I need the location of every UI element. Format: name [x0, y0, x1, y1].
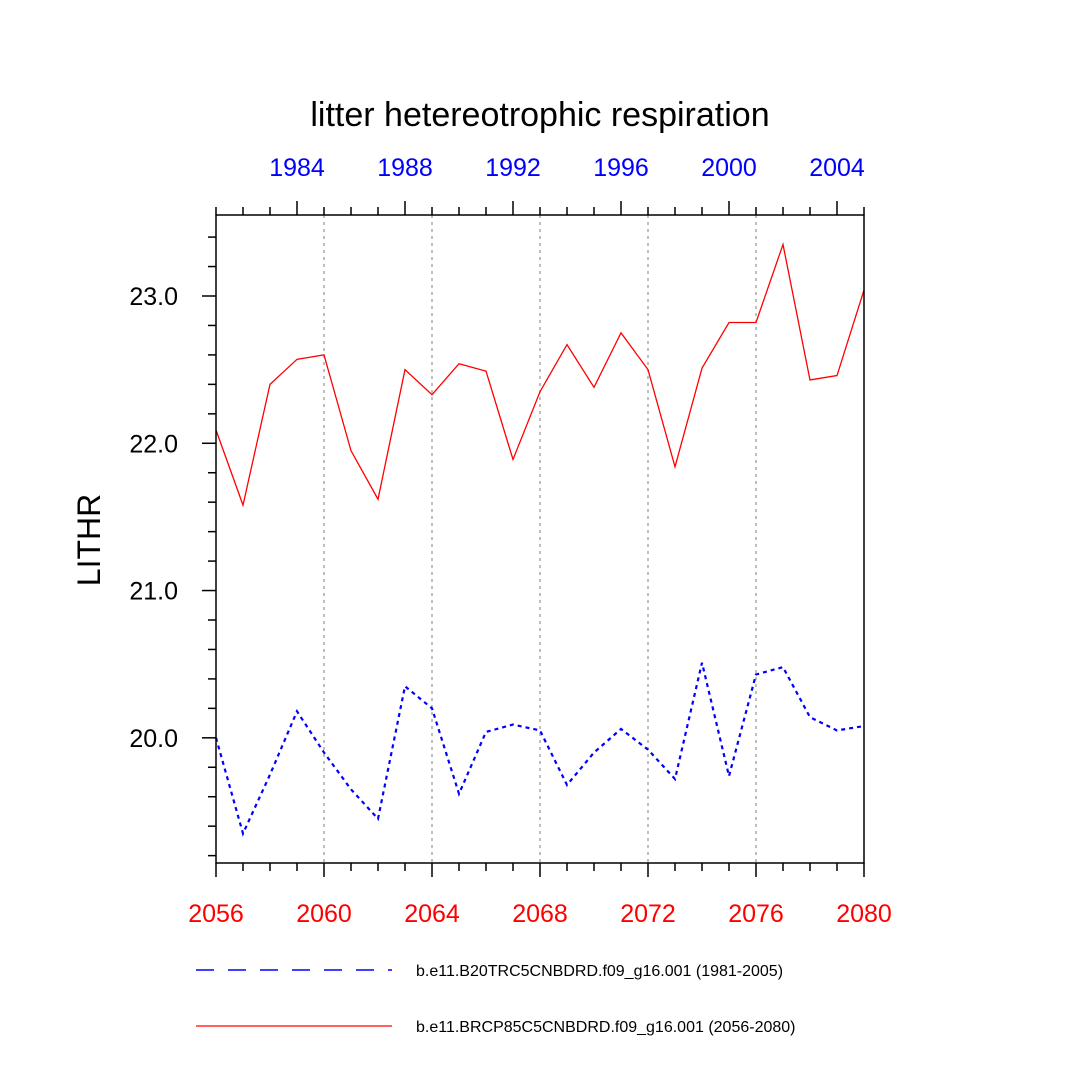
x-bottom-tick-label: 2056	[188, 900, 244, 928]
chart-title: litter hetereotrophic respiration	[310, 96, 769, 134]
x-top-tick-label: 2004	[809, 154, 865, 182]
x-top-tick-label: 2000	[701, 154, 757, 182]
x-bottom-tick-label: 2068	[512, 900, 568, 928]
x-bottom-tick-label: 2076	[728, 900, 784, 928]
y-axis-label: LITHR	[71, 494, 107, 586]
y-tick-label: 22.0	[129, 430, 178, 458]
axes: 2056 2060 2064 2068 2072 2076 2080 1984 1988 1992…	[129, 154, 891, 928]
x-bottom-tick-label: 2060	[296, 900, 352, 928]
grid-lines	[323, 215, 757, 863]
x-top-tick-label: 1988	[377, 154, 433, 182]
series-line-historical	[214, 662, 865, 837]
legend: b.e11.B20TRC5CNBDRD.f09_g16.001 (1981-20…	[196, 963, 795, 1036]
y-tick-label: 23.0	[129, 283, 178, 311]
y-tick-label: 20.0	[129, 725, 178, 753]
x-top-tick-label: 1996	[593, 154, 649, 182]
legend-label-historical: b.e11.B20TRC5CNBDRD.f09_g16.001 (1981-20…	[416, 963, 783, 980]
x-bottom-tick-label: 2080	[836, 900, 892, 928]
y-tick-label: 21.0	[129, 578, 178, 606]
x-top-tick-label: 1984	[269, 154, 325, 182]
x-bottom-tick-label: 2064	[404, 900, 460, 928]
x-bottom-tick-label: 2072	[620, 900, 676, 928]
series-group	[214, 241, 865, 837]
series-line-future	[215, 241, 865, 508]
legend-label-future: b.e11.BRCP85C5CNBDRD.f09_g16.001 (2056-2…	[416, 1019, 795, 1036]
x-top-tick-label: 1992	[485, 154, 541, 182]
